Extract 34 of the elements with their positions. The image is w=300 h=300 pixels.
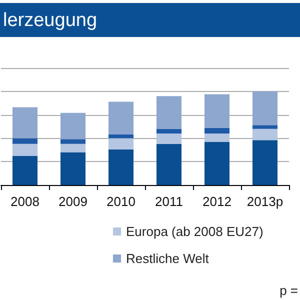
bar [156, 128, 182, 134]
text: p = [280, 283, 298, 298]
bar [12, 156, 38, 185]
bar [204, 134, 230, 142]
bar [108, 149, 134, 185]
bar [204, 142, 230, 185]
bar [108, 134, 134, 138]
bar [156, 134, 182, 144]
legend-label: Europa (ab 2008 EU27) [126, 224, 264, 239]
bar [156, 144, 182, 185]
x-tick-label: 2009 [58, 194, 88, 209]
x-tick-label: 2011 [155, 194, 183, 209]
x-tick-label: 2012 [202, 194, 232, 209]
bar [156, 96, 182, 129]
bar [12, 144, 38, 156]
legend-label: Restliche Welt [126, 251, 210, 266]
bar [12, 107, 38, 138]
bar [108, 102, 134, 134]
bar [252, 140, 278, 185]
bar [60, 144, 86, 152]
bar [204, 128, 230, 134]
x-tick-label: 2013p [246, 194, 284, 209]
x-tick-label: 2008 [10, 194, 40, 209]
bar [12, 138, 38, 144]
bar [60, 152, 86, 185]
bar [108, 138, 134, 150]
bar [204, 94, 230, 128]
x-tick-label: 2010 [106, 194, 136, 209]
chart-title: lerzeugung [3, 10, 98, 31]
bar [60, 112, 86, 140]
bar [252, 128, 278, 140]
bar [252, 91, 278, 126]
bar [252, 125, 278, 129]
bar [60, 139, 86, 144]
